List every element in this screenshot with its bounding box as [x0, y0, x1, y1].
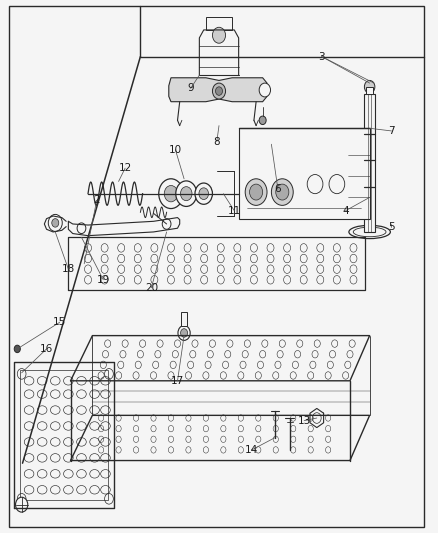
Circle shape	[259, 83, 271, 97]
Circle shape	[212, 83, 226, 99]
Bar	[366, 87, 373, 94]
Text: 3: 3	[318, 52, 325, 61]
Circle shape	[329, 174, 345, 193]
Circle shape	[276, 184, 289, 200]
Circle shape	[162, 219, 171, 229]
Text: 7: 7	[388, 126, 395, 136]
Text: 4: 4	[343, 206, 349, 216]
Circle shape	[245, 179, 267, 205]
Circle shape	[178, 326, 190, 341]
Circle shape	[180, 329, 187, 337]
Circle shape	[250, 184, 263, 200]
Text: 11: 11	[228, 206, 241, 216]
Text: 18: 18	[62, 264, 75, 274]
Circle shape	[195, 183, 212, 204]
Bar	[239, 128, 370, 219]
Text: 16: 16	[40, 344, 53, 354]
Circle shape	[180, 187, 192, 201]
Circle shape	[52, 219, 59, 227]
Circle shape	[199, 188, 208, 199]
Polygon shape	[169, 78, 267, 102]
Circle shape	[159, 179, 183, 208]
Text: 2: 2	[93, 195, 100, 205]
Circle shape	[176, 181, 197, 206]
Circle shape	[272, 179, 293, 205]
Bar	[181, 312, 187, 326]
Circle shape	[77, 223, 86, 233]
Text: 6: 6	[275, 184, 281, 195]
Circle shape	[364, 80, 375, 93]
Bar	[206, 17, 232, 30]
Text: 10: 10	[169, 144, 182, 155]
Text: 20: 20	[145, 283, 158, 293]
Circle shape	[259, 116, 266, 125]
Circle shape	[14, 345, 20, 353]
Text: 17: 17	[171, 376, 184, 386]
Ellipse shape	[353, 227, 386, 237]
Circle shape	[15, 497, 28, 512]
Text: 13: 13	[297, 416, 311, 426]
Text: 19: 19	[97, 275, 110, 285]
Text: 9: 9	[187, 83, 194, 93]
Ellipse shape	[349, 225, 390, 239]
Circle shape	[212, 27, 226, 43]
Circle shape	[164, 185, 178, 202]
Text: 12: 12	[119, 163, 132, 173]
Text: 15: 15	[53, 317, 66, 327]
Text: 5: 5	[388, 222, 395, 232]
Circle shape	[48, 214, 62, 231]
Bar	[20, 370, 108, 500]
Bar	[364, 94, 375, 232]
Circle shape	[215, 87, 223, 95]
Circle shape	[307, 174, 323, 193]
Text: 14: 14	[245, 445, 258, 455]
Text: 8: 8	[213, 136, 220, 147]
